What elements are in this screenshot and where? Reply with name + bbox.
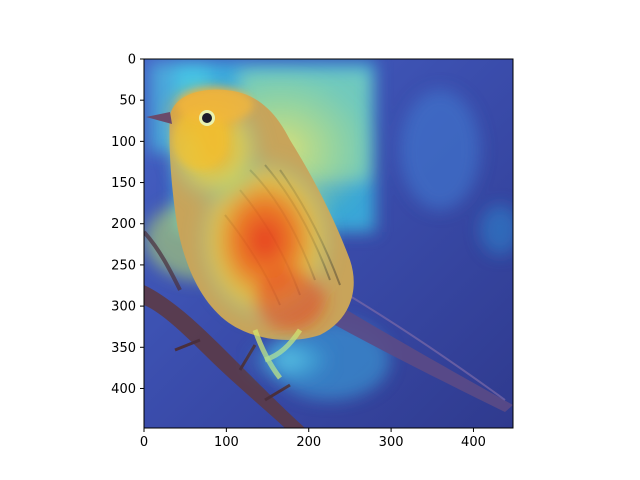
x-tick-label: 300 bbox=[379, 435, 404, 450]
bird-beak bbox=[146, 112, 172, 124]
x-tick-label: 0 bbox=[140, 435, 148, 450]
y-tick-label: 400 bbox=[111, 382, 136, 397]
y-tick-label: 200 bbox=[111, 217, 136, 232]
bird-head bbox=[172, 87, 253, 170]
y-axis: 0 50 100 150 200 250 300 350 400 bbox=[111, 53, 144, 397]
y-tick-label: 50 bbox=[119, 94, 136, 109]
bird-eye bbox=[199, 110, 215, 126]
x-axis: 0 100 200 300 400 bbox=[140, 428, 486, 450]
y-tick-label: 0 bbox=[128, 53, 136, 68]
image-frame bbox=[143, 58, 514, 429]
y-tick-label: 350 bbox=[111, 341, 136, 356]
y-tick-label: 300 bbox=[111, 300, 136, 315]
x-tick-label: 100 bbox=[214, 435, 239, 450]
saliency-image bbox=[144, 59, 513, 428]
branch bbox=[144, 230, 305, 428]
y-tick-label: 250 bbox=[111, 258, 136, 273]
y-tick-label: 100 bbox=[111, 135, 136, 150]
y-tick-label: 150 bbox=[111, 176, 136, 191]
x-tick-label: 200 bbox=[296, 435, 321, 450]
x-tick-label: 400 bbox=[461, 435, 486, 450]
